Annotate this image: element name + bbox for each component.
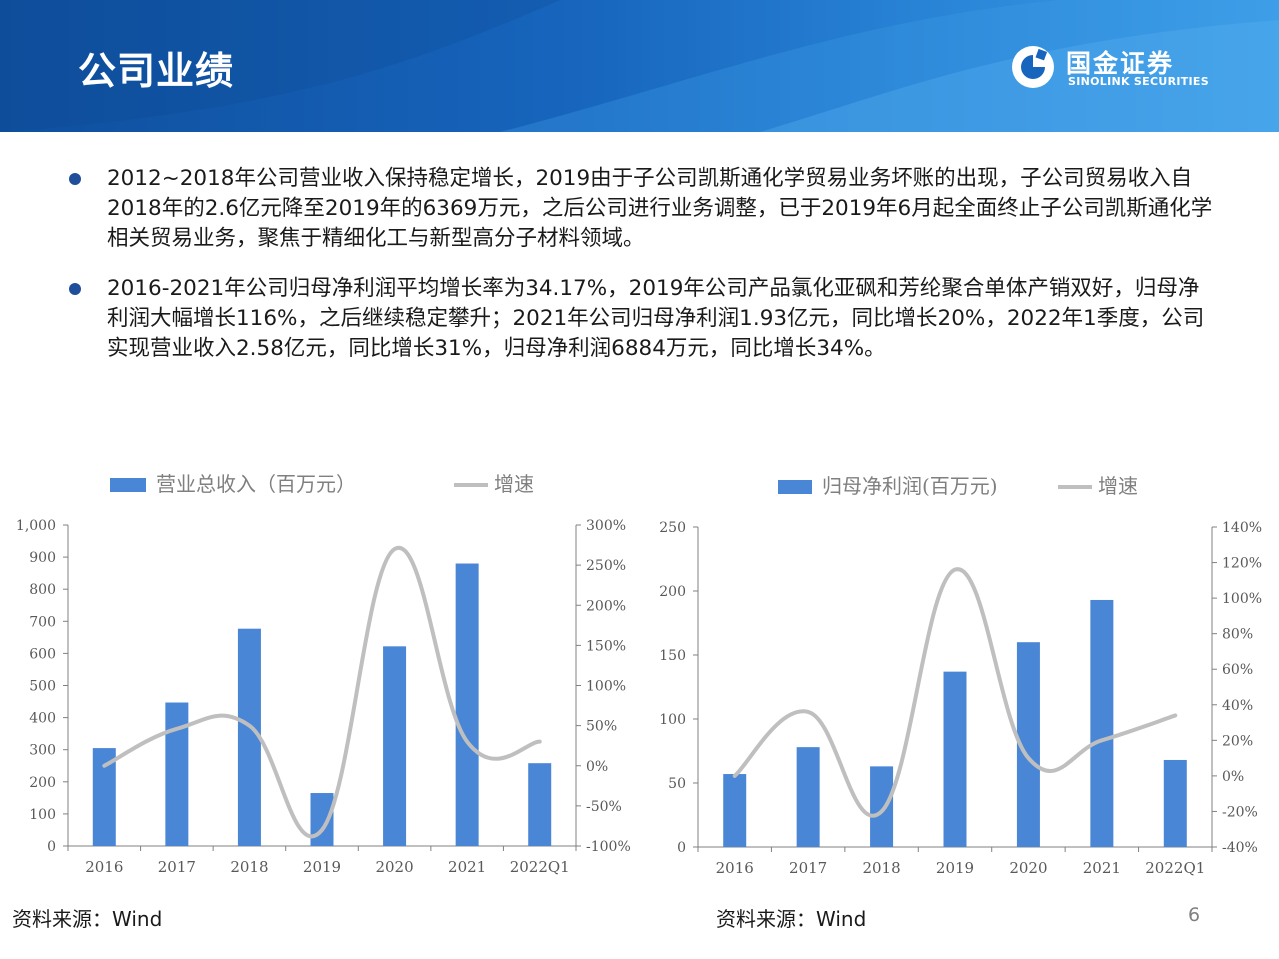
legend-label-line: 增速	[494, 472, 534, 496]
bar-2016	[723, 774, 747, 847]
header-decoration	[0, 0, 1279, 132]
bullet-dot-icon	[69, 283, 81, 295]
y-tick-label-right: 150%	[586, 638, 626, 654]
bullet-text: 2012~2018年公司营业收入保持稳定增长，2019由于子公司凯斯通化学贸易业…	[107, 166, 1213, 251]
y-tick-label-right: 60%	[1222, 662, 1253, 678]
summary-bullets: 2012~2018年公司营业收入保持稳定增长，2019由于子公司凯斯通化学贸易业…	[66, 164, 1216, 384]
bar-2020	[1016, 642, 1040, 847]
x-tick-label: 2017	[789, 859, 827, 877]
x-tick-label: 2018	[230, 858, 268, 876]
y-tick-label-left: 400	[29, 711, 56, 727]
bar-2021	[1090, 599, 1114, 847]
y-tick-label-left: 100	[29, 807, 56, 823]
bar-2018	[870, 766, 894, 847]
chart-source-right: 资料来源：Wind	[716, 907, 867, 931]
y-tick-label-left: 100	[659, 712, 686, 728]
y-tick-label-left: 0	[677, 840, 686, 856]
legend-label-bar: 归母净利润(百万元)	[822, 474, 998, 498]
x-tick-label: 2018	[862, 859, 900, 877]
y-tick-label-right: 100%	[586, 679, 626, 695]
y-tick-label-left: 150	[659, 648, 686, 664]
x-tick-label: 2017	[158, 858, 196, 876]
bullet-text: 2016-2021年公司归母净利润平均增长率为34.17%，2019年公司产品氯…	[107, 276, 1205, 361]
page-header: 公司业绩 国金证券 SINOLINK SECURITIES	[0, 0, 1279, 132]
bar-2019	[943, 671, 967, 847]
y-tick-label-right: 140%	[1222, 520, 1262, 536]
logo-name-en: SINOLINK SECURITIES	[1068, 75, 1209, 88]
y-tick-label-left: 200	[659, 584, 686, 600]
y-tick-label-left: 300	[29, 743, 56, 759]
page-title: 公司业绩	[78, 49, 235, 93]
y-tick-label-left: 500	[29, 679, 56, 695]
y-tick-label-right: 100%	[1222, 591, 1262, 607]
bullet-dot-icon	[69, 173, 81, 185]
y-tick-label-left: 700	[29, 614, 56, 630]
y-tick-label-right: -20%	[1222, 804, 1258, 820]
chart-source-left: 资料来源：Wind	[12, 907, 163, 931]
bar-2016	[92, 748, 116, 846]
bullet-item: 2012~2018年公司营业收入保持稳定增长，2019由于子公司凯斯通化学贸易业…	[66, 164, 1216, 254]
y-tick-label-right: 40%	[1222, 698, 1253, 714]
x-tick-label: 2021	[448, 858, 486, 876]
bar-2018	[237, 628, 261, 846]
y-tick-label-left: 1,000	[16, 518, 56, 534]
x-tick-label: 2020	[1009, 859, 1047, 877]
bar-2020	[383, 646, 407, 846]
net-profit-chart: 归母净利润(百万元) 增速 0 50 100 150 200 250 -40% -20% 0% 20%…	[659, 474, 1262, 877]
y-tick-label-right: 300%	[586, 518, 626, 534]
legend-label-bar: 营业总收入（百万元）	[156, 472, 356, 496]
y-tick-label-right: 0%	[586, 759, 608, 775]
y-tick-label-right: 200%	[586, 598, 626, 614]
y-tick-label-right: 20%	[1222, 733, 1253, 749]
y-tick-label-right: -40%	[1222, 840, 1258, 856]
growth-line	[732, 567, 1178, 818]
revenue-chart: 营业总收入（百万元） 增速 0 100 200 300 400 500 600 700 800 900…	[16, 472, 631, 876]
x-tick-label: 2019	[936, 859, 974, 877]
y-tick-label-right: 120%	[1222, 556, 1262, 572]
y-tick-label-left: 50	[668, 776, 686, 792]
bar-2017	[796, 747, 820, 847]
page-number: 6	[1188, 904, 1201, 926]
y-tick-label-left: 0	[47, 839, 56, 855]
y-tick-label-right: 0%	[1222, 769, 1244, 785]
y-tick-label-right: 250%	[586, 558, 626, 574]
y-tick-label-right: 50%	[586, 719, 617, 735]
x-tick-label: 2016	[716, 859, 754, 877]
bullet-item: 2016-2021年公司归母净利润平均增长率为34.17%，2019年公司产品氯…	[66, 274, 1216, 364]
y-tick-label-left: 600	[29, 646, 56, 662]
x-tick-label: 2016	[85, 858, 123, 876]
logo-name-cn: 国金证券	[1066, 49, 1175, 78]
x-tick-label: 2022Q1	[1145, 859, 1205, 877]
bar-2017	[165, 702, 189, 846]
x-tick-label: 2019	[303, 858, 341, 876]
y-tick-label-right: -50%	[586, 799, 622, 815]
y-tick-label-right: -100%	[586, 839, 631, 855]
bar-2022Q1	[1163, 759, 1187, 847]
legend-label-line: 增速	[1098, 474, 1138, 498]
x-tick-label: 2022Q1	[510, 858, 570, 876]
growth-line	[102, 545, 542, 839]
company-logo: 国金证券 SINOLINK SECURITIES	[1010, 44, 1240, 94]
y-tick-label-left: 800	[29, 582, 56, 598]
legend-bar-swatch	[110, 478, 146, 492]
y-tick-label-left: 900	[29, 550, 56, 566]
y-tick-label-left: 200	[29, 775, 56, 791]
y-tick-label-left: 250	[659, 520, 686, 536]
bar-2021	[455, 563, 479, 846]
logo-mark-icon	[1012, 46, 1054, 88]
x-tick-label: 2021	[1083, 859, 1121, 877]
bar-2022Q1	[528, 763, 552, 846]
x-tick-label: 2020	[375, 858, 413, 876]
legend-bar-swatch	[778, 480, 812, 494]
y-tick-label-right: 80%	[1222, 627, 1253, 643]
